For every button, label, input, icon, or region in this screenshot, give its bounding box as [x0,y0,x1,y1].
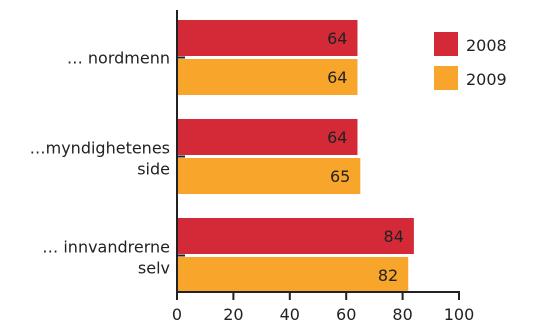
legend-swatch-2008 [434,32,458,56]
category-label-1-line-1: … nordmenn [67,49,170,68]
category-label-2-line-2: side [137,160,170,179]
legend-label-2008: 2008 [466,36,507,55]
x-tick-label-20: 20 [223,305,243,324]
bar-2008-3 [177,218,414,254]
category-label-3-line-2: selv [138,259,170,278]
data-label-2008-3: 84 [384,227,404,246]
bar-2008-1 [177,20,358,56]
x-tick-label-40: 40 [280,305,300,324]
data-label-2009-1: 64 [327,68,347,87]
bar-2009-3 [177,257,409,293]
x-tick-label-60: 60 [336,305,356,324]
data-label-2009-3: 82 [378,266,398,285]
legend-label-2009: 2009 [466,70,507,89]
x-tick-label-100: 100 [444,305,475,324]
bar-2009-1 [177,59,358,95]
x-tick-label-80: 80 [392,305,412,324]
category-label-3-line-1: … innvandrerne [42,238,170,257]
x-tick-label-0: 0 [172,305,182,324]
data-label-2008-2: 64 [327,128,347,147]
legend-swatch-2009 [434,66,458,90]
bar-2009-2 [177,158,361,194]
category-label-2-line-1: …myndighetenes [30,139,170,158]
data-label-2009-2: 65 [330,167,350,186]
bar-2008-2 [177,119,358,155]
data-label-2008-1: 64 [327,29,347,48]
